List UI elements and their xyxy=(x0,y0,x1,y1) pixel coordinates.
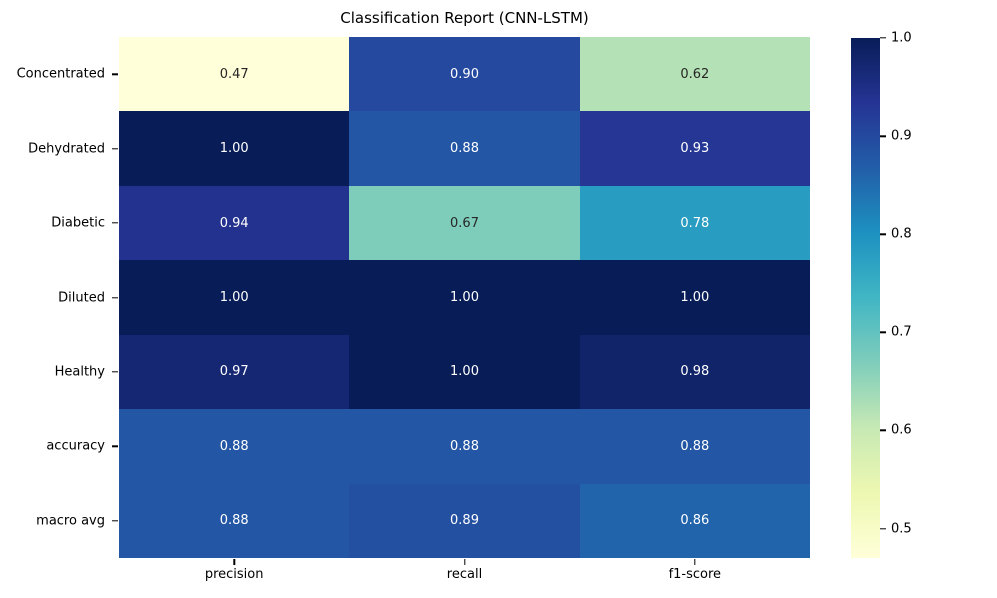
heatmap-cell: 0.67 xyxy=(349,185,580,261)
y-axis-tick xyxy=(112,445,118,448)
y-tick-label: accuracy xyxy=(46,438,105,454)
colorbar-tick xyxy=(880,135,886,137)
cell-value: 0.93 xyxy=(680,141,710,157)
y-tick-label: Concentrated xyxy=(16,66,105,82)
colorbar-tick xyxy=(880,527,886,530)
heatmap-cell: 0.47 xyxy=(119,37,350,112)
cell-value: 0.47 xyxy=(219,66,249,82)
heatmap-cell: 0.86 xyxy=(579,483,810,558)
cell-value: 1.00 xyxy=(450,289,479,305)
heatmap-cell: 0.90 xyxy=(349,37,580,112)
heatmap-cell: 0.94 xyxy=(119,185,350,261)
y-axis-tick xyxy=(112,222,118,224)
cell-value: 1.00 xyxy=(219,289,249,305)
cell-value: 0.67 xyxy=(450,215,479,231)
heatmap-cell: 0.93 xyxy=(579,111,810,186)
heatmap-cell: 0.78 xyxy=(579,185,810,261)
y-axis-tick xyxy=(112,520,118,522)
cell-value: 0.88 xyxy=(450,438,479,454)
x-tick-label: recall xyxy=(446,567,483,582)
colorbar-tick-label: 1.0 xyxy=(891,30,912,46)
heatmap-cell: 0.88 xyxy=(579,409,810,484)
x-axis-tick xyxy=(233,559,235,565)
y-tick-label: Diluted xyxy=(58,290,105,305)
cell-value: 0.62 xyxy=(680,66,710,82)
colorbar-ticks: 1.0 0.9 0.8 0.7 0.6 0.5 xyxy=(880,31,997,558)
y-axis: Concentrated Dehydrated Diabetic Diluted Hea… xyxy=(0,37,119,558)
x-axis-tick xyxy=(694,559,696,565)
colorbar-tick xyxy=(880,37,886,39)
cell-value: 0.90 xyxy=(450,66,479,82)
cell-value: 0.88 xyxy=(219,513,249,529)
colorbar-tick-label: 0.6 xyxy=(891,422,912,438)
heatmap-cell: 0.89 xyxy=(349,483,580,558)
x-tick-label: precision xyxy=(204,567,264,582)
heatmap-cell: 0.88 xyxy=(349,111,580,186)
y-tick-label: Diabetic xyxy=(51,215,105,231)
heatmap-cell: 0.88 xyxy=(119,483,350,558)
heatmap-grid: 0.47 0.90 0.62 1.00 0.88 0.93 0.94 0.67 0.78 1.00… xyxy=(119,37,810,558)
colorbar-gradient xyxy=(851,38,880,558)
heatmap-cell: 0.88 xyxy=(349,409,580,484)
colorbar-tick-label: 0.7 xyxy=(891,324,912,340)
y-axis-tick xyxy=(112,371,118,373)
y-tick-label: Dehydrated xyxy=(28,141,105,157)
cell-value: 1.00 xyxy=(450,364,479,380)
cell-value: 0.78 xyxy=(680,215,710,231)
cell-value: 0.97 xyxy=(219,364,249,380)
colorbar-tick xyxy=(880,233,886,235)
y-tick-label: macro avg xyxy=(36,513,105,529)
cell-value: 1.00 xyxy=(219,141,249,157)
x-axis: precision recall f1-score xyxy=(119,558,810,598)
heatmap-cell: 1.00 xyxy=(119,260,350,335)
y-axis-tick xyxy=(112,147,118,150)
heatmap-cell: 0.98 xyxy=(579,334,810,410)
cell-value: 0.86 xyxy=(680,513,710,529)
cell-value: 1.00 xyxy=(680,289,710,305)
cell-value: 0.88 xyxy=(219,438,249,454)
heatmap-cell: 0.97 xyxy=(119,334,350,410)
y-axis-tick xyxy=(112,296,118,299)
colorbar-tick-label: 0.8 xyxy=(891,226,912,242)
cell-value: 0.88 xyxy=(680,438,710,454)
x-axis-tick xyxy=(463,559,466,565)
cell-value: 0.89 xyxy=(450,513,479,529)
heatmap-cell: 0.62 xyxy=(579,37,810,112)
heatmap-cell: 1.00 xyxy=(349,334,580,410)
colorbar-tick-label: 0.9 xyxy=(891,128,912,144)
colorbar-tick xyxy=(880,331,886,334)
heatmap-cell: 1.00 xyxy=(349,260,580,335)
heatmap-cell: 0.88 xyxy=(119,409,350,484)
y-tick-label: Healthy xyxy=(54,364,105,380)
cell-value: 0.88 xyxy=(450,141,479,157)
cell-value: 0.94 xyxy=(219,215,249,231)
colorbar-tick-label: 0.5 xyxy=(891,521,912,537)
chart-title: Classification Report (CNN-LSTM) xyxy=(340,9,589,27)
cell-value: 0.98 xyxy=(680,364,710,380)
heatmap-cell: 1.00 xyxy=(119,111,350,186)
y-axis-tick xyxy=(112,73,118,75)
heatmap-cell: 1.00 xyxy=(579,260,810,335)
x-tick-label: f1-score xyxy=(668,567,722,582)
colorbar-tick xyxy=(880,429,886,432)
